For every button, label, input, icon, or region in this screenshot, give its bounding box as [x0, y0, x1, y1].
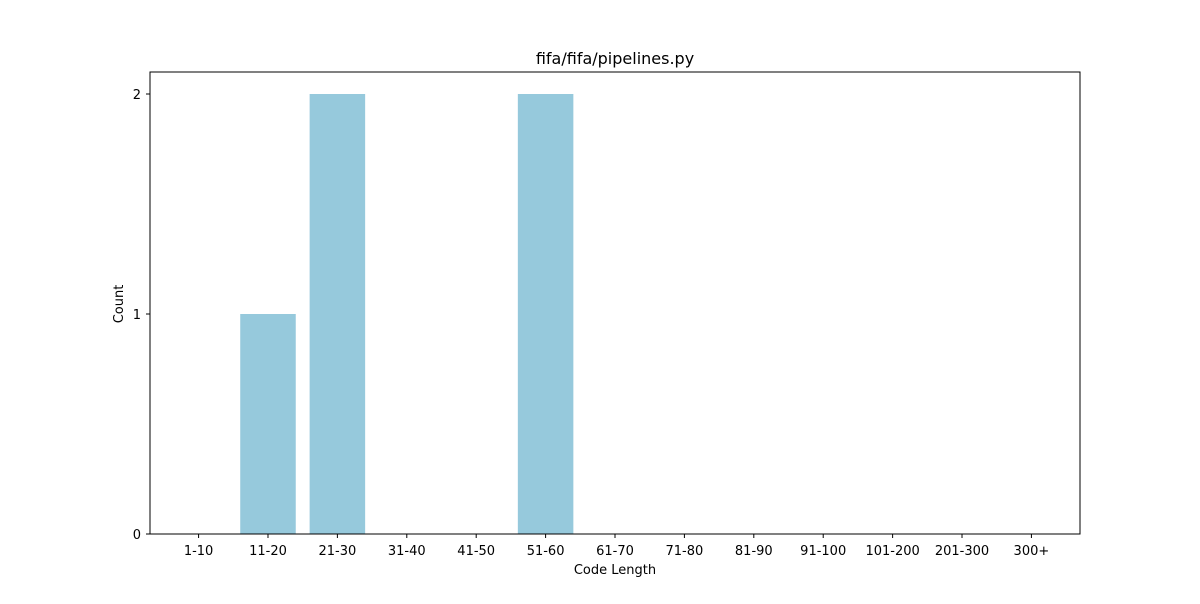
- plot-area-frame: [149, 71, 1081, 535]
- x-tick-label: 81-90: [735, 544, 773, 559]
- x-axis-label: Code Length: [574, 563, 656, 578]
- x-axis-ticks: 1-10 11-20 21-30 31-40 41-50 51-60 61-70 71-80 8…: [184, 534, 1049, 559]
- x-tick-label: 71-80: [666, 544, 704, 559]
- x-tick-label: 41-50: [457, 544, 495, 559]
- bar-11-20: [240, 314, 296, 534]
- x-tick-label: 1-10: [184, 544, 214, 559]
- bars: [240, 94, 574, 534]
- y-axis-label: Count: [112, 285, 127, 324]
- x-tick-label: 11-20: [249, 544, 287, 559]
- x-tick-label: 91-100: [800, 544, 846, 559]
- y-tick-label: 0: [133, 528, 141, 543]
- y-tick-label: 2: [133, 88, 141, 103]
- x-tick-label: 31-40: [388, 544, 426, 559]
- y-axis-ticks: 0 1 2: [133, 88, 150, 543]
- y-tick-label: 1: [133, 308, 141, 323]
- x-tick-label: 61-70: [596, 544, 634, 559]
- x-tick-label: 201-300: [935, 544, 989, 559]
- x-tick-label: 101-200: [865, 544, 919, 559]
- x-tick-label: 300+: [1014, 544, 1050, 559]
- x-tick-label: 51-60: [527, 544, 565, 559]
- bar-21-30: [309, 94, 366, 534]
- bar-51-60: [517, 94, 574, 534]
- x-tick-label: 21-30: [318, 544, 356, 559]
- chart-title: fifa/fifa/pipelines.py: [536, 49, 694, 68]
